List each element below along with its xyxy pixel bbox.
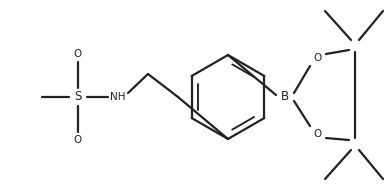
Text: O: O: [314, 129, 322, 139]
Text: B: B: [281, 90, 289, 104]
Text: NH: NH: [110, 92, 126, 102]
Text: O: O: [314, 53, 322, 63]
Text: O: O: [74, 135, 82, 145]
Text: S: S: [74, 90, 82, 104]
Text: O: O: [74, 49, 82, 59]
